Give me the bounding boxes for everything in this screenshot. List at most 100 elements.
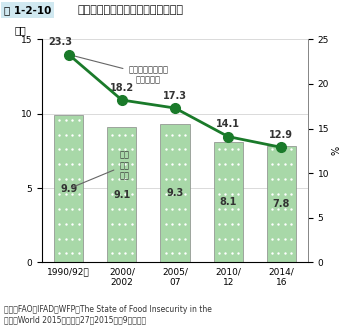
Point [63, 162, 69, 167]
Point [275, 251, 281, 256]
Point [176, 132, 181, 137]
Point [229, 147, 234, 152]
Point [216, 236, 222, 241]
Bar [160, 124, 190, 262]
Point [169, 206, 175, 212]
Point [269, 162, 275, 167]
Bar [267, 146, 296, 262]
Point [236, 251, 241, 256]
Point [63, 147, 69, 152]
Text: 9.9: 9.9 [60, 184, 77, 194]
Point [116, 176, 122, 182]
Point [163, 191, 168, 196]
Point [116, 221, 122, 226]
Point [163, 221, 168, 226]
Point [129, 251, 135, 256]
Point [222, 206, 228, 212]
Point [182, 176, 188, 182]
Point [70, 236, 75, 241]
Point [63, 236, 69, 241]
Point [70, 132, 75, 137]
Point [56, 221, 62, 226]
Point [70, 147, 75, 152]
Text: 17.3: 17.3 [163, 91, 187, 101]
Point [163, 236, 168, 241]
Point [76, 147, 82, 152]
Point [229, 221, 234, 226]
Point [76, 191, 82, 196]
Point [163, 206, 168, 212]
Point [63, 191, 69, 196]
Point [56, 147, 62, 152]
Point [275, 176, 281, 182]
Point [236, 221, 241, 226]
Point [216, 162, 222, 167]
Point [116, 236, 122, 241]
Point [169, 221, 175, 226]
Point [282, 162, 288, 167]
Point [56, 206, 62, 212]
Point [275, 221, 281, 226]
Point [116, 147, 122, 152]
Point [236, 236, 241, 241]
Point [269, 236, 275, 241]
Point [169, 162, 175, 167]
Point [222, 176, 228, 182]
Point [129, 236, 135, 241]
Point [110, 162, 115, 167]
Point [176, 251, 181, 256]
Text: 14.1: 14.1 [216, 119, 240, 130]
Point [56, 176, 62, 182]
Point [129, 162, 135, 167]
Point [176, 162, 181, 167]
Point [163, 132, 168, 137]
Point [282, 221, 288, 226]
Point [288, 236, 294, 241]
Point [169, 176, 175, 182]
Point [229, 191, 234, 196]
Point [229, 236, 234, 241]
Text: 12.9: 12.9 [269, 130, 293, 140]
Point [116, 191, 122, 196]
Point [70, 117, 75, 122]
Text: 栄養不足人口割合
（右目盛）: 栄養不足人口割合 （右目盛） [71, 55, 168, 85]
Point [56, 236, 62, 241]
Text: 18.2: 18.2 [110, 83, 134, 93]
Point [182, 206, 188, 212]
Point [56, 132, 62, 137]
Point [275, 191, 281, 196]
Point [110, 221, 115, 226]
Point [176, 176, 181, 182]
Point [129, 206, 135, 212]
Point [222, 147, 228, 152]
Point [282, 191, 288, 196]
Point [163, 162, 168, 167]
Point [282, 251, 288, 256]
Point [176, 206, 181, 212]
Point [229, 176, 234, 182]
Point [169, 236, 175, 241]
Point [236, 147, 241, 152]
Y-axis label: 億人: 億人 [15, 25, 27, 35]
Point [282, 176, 288, 182]
Point [282, 206, 288, 212]
Point [216, 191, 222, 196]
Point [269, 221, 275, 226]
Point [110, 236, 115, 241]
Point [169, 147, 175, 152]
Point [163, 176, 168, 182]
Point [76, 221, 82, 226]
Text: 9.3: 9.3 [166, 188, 184, 198]
Point [63, 117, 69, 122]
Point [70, 191, 75, 196]
Point [56, 251, 62, 256]
Point [56, 191, 62, 196]
Point [275, 236, 281, 241]
Point [110, 147, 115, 152]
Point [129, 191, 135, 196]
Text: 7.8: 7.8 [273, 199, 290, 209]
Point [288, 147, 294, 152]
Text: 図 1-2-10: 図 1-2-10 [4, 5, 51, 15]
Point [275, 147, 281, 152]
Point [269, 147, 275, 152]
